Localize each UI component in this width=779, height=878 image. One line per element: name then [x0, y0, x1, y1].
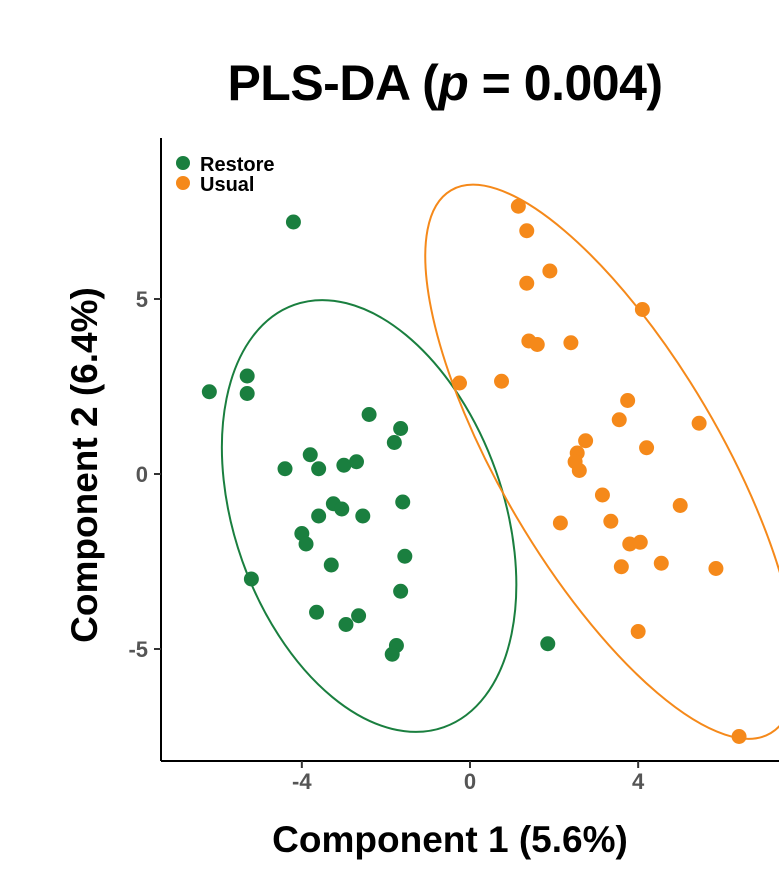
point-usual: [594, 487, 610, 503]
point-restore: [243, 571, 259, 587]
point-restore: [311, 508, 327, 524]
point-restore: [239, 386, 255, 401]
legend-label-usual: Usual: [200, 174, 254, 196]
point-restore: [351, 608, 367, 624]
point-restore: [334, 501, 350, 517]
point-restore: [277, 461, 293, 477]
point-restore: [348, 454, 364, 470]
point-usual: [639, 440, 655, 456]
point-restore: [386, 435, 402, 450]
point-restore: [395, 494, 411, 510]
point-restore: [285, 214, 301, 230]
legend: Restore Usual: [176, 154, 274, 196]
title-p-symbol: p: [438, 55, 469, 111]
ellipse-restore: [220, 299, 518, 733]
x-tick-label: 4: [632, 769, 645, 794]
point-usual: [552, 515, 568, 531]
legend-marker-usual: [176, 176, 190, 190]
y-tick-label: 0: [136, 462, 148, 487]
y-axis-title: Component 2 (6.4%): [64, 287, 105, 643]
point-usual: [494, 373, 510, 389]
legend-marker-restore: [176, 156, 190, 170]
point-usual: [708, 561, 724, 576]
point-restore: [336, 457, 352, 473]
point-usual: [578, 433, 594, 449]
x-tick-label: -4: [292, 769, 312, 794]
point-usual: [611, 412, 627, 428]
ellipse-usual: [424, 183, 779, 740]
point-usual: [613, 559, 629, 575]
x-tick-label: 0: [464, 769, 476, 794]
point-usual: [672, 498, 688, 513]
point-restore: [393, 583, 409, 599]
point-restore: [393, 421, 409, 436]
point-usual: [519, 223, 535, 239]
point-usual: [653, 555, 669, 571]
point-usual: [542, 263, 558, 279]
chart-title: PLS-DA (p = 0.004): [0, 54, 779, 112]
point-restore: [361, 407, 377, 422]
point-restore: [239, 368, 255, 384]
point-restore: [338, 617, 354, 632]
x-axis-title: Component 1 (5.6%): [272, 819, 628, 860]
point-usual: [451, 375, 467, 391]
y-tick-label: 5: [136, 287, 148, 312]
point-restore: [323, 557, 339, 573]
ticks-layer: -4 0 4 5 0 -5: [128, 287, 645, 794]
point-usual: [529, 337, 545, 352]
point-restore: [397, 548, 413, 564]
point-restore: [309, 604, 325, 620]
point-restore: [201, 384, 217, 400]
point-usual: [620, 393, 636, 408]
point-usual: [731, 729, 747, 744]
point-restore: [355, 508, 371, 524]
point-restore: [298, 536, 314, 552]
point-usual: [519, 275, 535, 291]
legend-label-restore: Restore: [200, 154, 274, 176]
point-restore: [311, 461, 327, 477]
point-usual: [630, 624, 646, 639]
point-usual: [510, 198, 526, 214]
point-restore: [384, 646, 400, 662]
point-restore: [302, 447, 318, 463]
point-usual: [634, 302, 650, 317]
point-usual: [603, 513, 619, 529]
point-usual: [632, 534, 648, 550]
title-suffix: = 0.004): [468, 55, 663, 111]
points-layer: [201, 198, 747, 744]
y-tick-label: -5: [128, 637, 148, 662]
point-usual: [571, 463, 587, 478]
point-restore: [540, 636, 556, 652]
ellipses-layer: [220, 183, 779, 740]
point-usual: [563, 335, 579, 351]
point-usual: [691, 415, 707, 431]
title-prefix: PLS-DA (: [227, 55, 439, 111]
